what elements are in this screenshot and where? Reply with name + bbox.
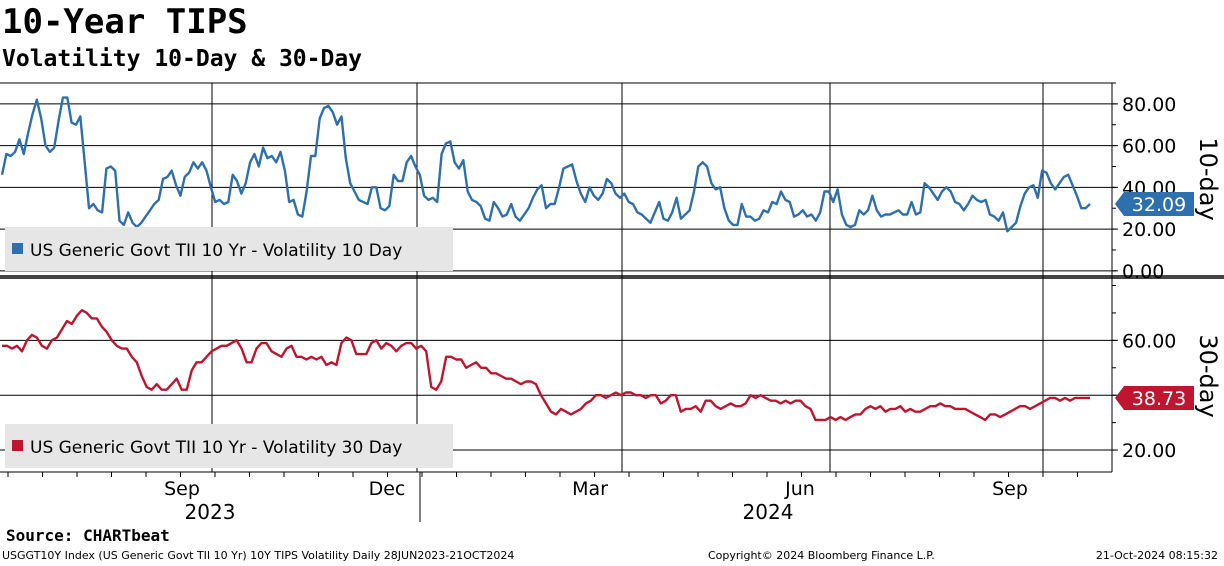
x-month-label: Sep [992, 478, 1028, 500]
footer-ticker-info: USGGT10Y Index (US Generic Govt TII 10 Y… [2, 549, 515, 562]
legend-box-10d [5, 227, 453, 271]
last-value-label-10d: 32.09 [1132, 194, 1186, 216]
footer-timestamp: 21-Oct-2024 08:15:32 [1095, 549, 1218, 562]
x-month-label: Sep [164, 478, 200, 500]
last-value-badge-10d [1115, 192, 1194, 217]
footer-copyright: Copyright© 2024 Bloomberg Finance L.P. [708, 549, 935, 562]
last-value-label-30d: 38.73 [1132, 388, 1186, 410]
legend-label-10d: US Generic Govt TII 10 Yr - Volatility 1… [30, 241, 402, 261]
legend-swatch-10d [12, 243, 23, 254]
legend-swatch-30d [12, 440, 23, 451]
series-line-30d [2, 309, 1090, 422]
axis-title-10d: 10-day [1194, 137, 1222, 220]
chart-subtitle: Volatility 10-Day & 30-Day [2, 46, 363, 72]
y-tick-label-10d: 60.00 [1122, 136, 1176, 158]
series-layer: US Generic Govt TII 10 Yr - Volatility 1… [0, 96, 1091, 468]
x-month-label: Dec [369, 478, 406, 500]
series-line-10d [0, 96, 1091, 233]
y-tick-label-30d: 20.00 [1122, 440, 1176, 462]
last-value-badge-30d [1115, 385, 1194, 410]
y-tick-label-10d: 0.00 [1122, 261, 1164, 283]
x-month-label: Mar [572, 478, 608, 500]
panel-separator [0, 275, 1224, 279]
source-note: Source: CHARTbeat [6, 526, 170, 545]
y-tick-label-30d: 60.00 [1122, 330, 1176, 352]
x-month-label: Jun [784, 478, 815, 500]
chart-title: 10-Year TIPS [2, 2, 248, 42]
x-year-label: 2023 [185, 500, 236, 524]
legend-label-30d: US Generic Govt TII 10 Yr - Volatility 3… [30, 438, 402, 458]
y-tick-label-10d: 80.00 [1122, 94, 1176, 116]
x-year-label: 2024 [743, 500, 794, 524]
legend-box-30d [5, 424, 453, 468]
axis-title-30d: 30-day [1194, 334, 1222, 417]
y-tick-label-10d: 20.00 [1122, 219, 1176, 241]
